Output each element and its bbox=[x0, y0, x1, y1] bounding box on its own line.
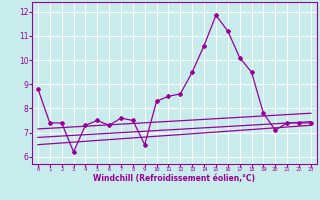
X-axis label: Windchill (Refroidissement éolien,°C): Windchill (Refroidissement éolien,°C) bbox=[93, 174, 255, 183]
